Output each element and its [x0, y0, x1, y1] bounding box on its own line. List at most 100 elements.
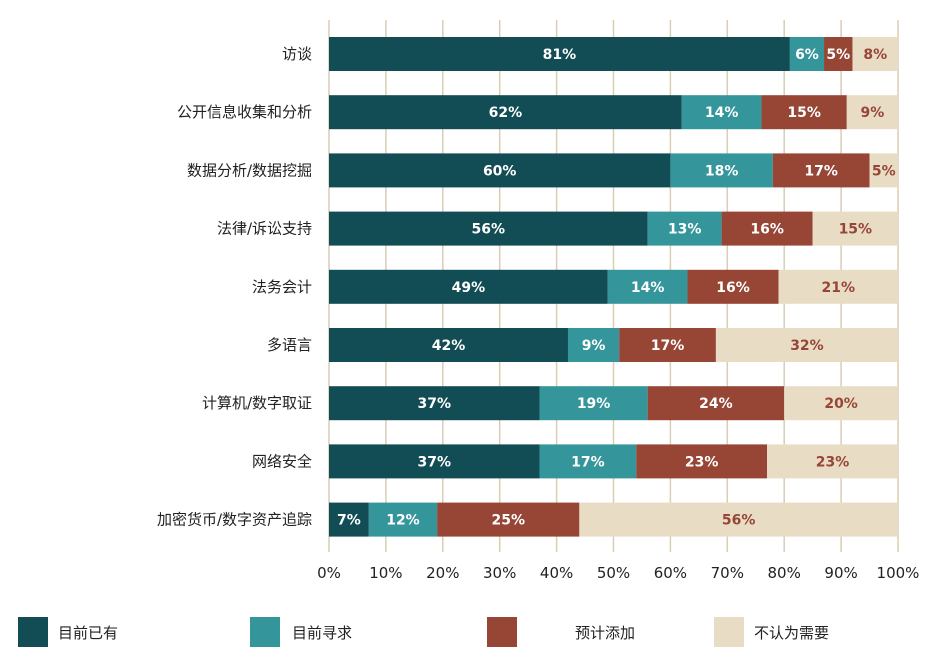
legend-label: 不认为需要 — [754, 624, 829, 642]
x-tick-label: 40% — [540, 564, 573, 582]
data-label: 14% — [705, 105, 739, 121]
bar-segment — [329, 95, 682, 130]
legend-swatch — [18, 617, 48, 647]
bar-segment — [636, 444, 768, 479]
bar-segment — [721, 211, 813, 246]
x-tick-label: 50% — [597, 564, 630, 582]
data-label: 17% — [804, 163, 838, 179]
data-label: 17% — [651, 338, 685, 354]
bar-segment — [539, 444, 637, 479]
bar-segment — [824, 37, 853, 71]
legend-label: 预计添加 — [575, 624, 635, 642]
data-label: 32% — [790, 338, 824, 354]
bar-segment — [619, 328, 716, 362]
data-label: 9% — [582, 338, 606, 354]
data-label: 42% — [432, 338, 466, 354]
bar-segment — [852, 37, 898, 71]
data-label: 17% — [571, 454, 605, 470]
data-label: 5% — [872, 163, 896, 179]
legend-swatch — [487, 617, 517, 647]
bar-segment — [681, 95, 762, 130]
x-tick-label: 80% — [768, 564, 801, 582]
bar-segment — [670, 153, 773, 188]
data-label: 9% — [861, 105, 885, 121]
data-label: 23% — [816, 454, 850, 470]
data-label: 24% — [699, 396, 733, 412]
data-label: 7% — [337, 513, 361, 529]
data-label: 62% — [489, 105, 523, 121]
bar-segment — [567, 328, 620, 362]
bar-segment — [329, 211, 648, 246]
data-label: 37% — [418, 454, 452, 470]
bar-segment — [784, 386, 898, 421]
category-label: 数据分析/数据挖掘 — [187, 161, 312, 179]
data-label: 12% — [386, 513, 420, 529]
x-tick-label: 60% — [654, 564, 687, 582]
data-label: 19% — [577, 396, 611, 412]
data-label: 15% — [787, 105, 821, 121]
bar-segment — [539, 386, 648, 421]
category-label: 计算机/数字取证 — [202, 394, 312, 412]
x-tick-label: 10% — [369, 564, 402, 582]
bar-segment — [329, 153, 671, 188]
bar-segment — [869, 153, 898, 188]
bar-segment — [329, 386, 540, 421]
x-tick-label: 90% — [824, 564, 857, 582]
data-label: 13% — [668, 222, 702, 238]
data-label: 15% — [839, 222, 873, 238]
data-label: 23% — [685, 454, 719, 470]
category-label: 加密货币/数字资产追踪 — [157, 511, 312, 529]
bar-segment — [778, 269, 898, 304]
bar-segment — [329, 37, 790, 71]
category-labels: 访谈公开信息收集和分析数据分析/数据挖掘法律/诉讼支持法务会计多语言计算机/数字… — [157, 45, 312, 529]
x-tick-label: 100% — [877, 564, 920, 582]
x-axis-ticks: 0% 10% 20% 30% 40% 50% 60% 70% 80% 90% 100% — [317, 564, 919, 582]
category-label: 多语言 — [267, 336, 312, 354]
bar-segment — [687, 269, 779, 304]
x-tick-label: 70% — [711, 564, 744, 582]
data-label: 60% — [483, 163, 517, 179]
bar-segment — [607, 269, 688, 304]
bar-segment — [647, 211, 722, 246]
x-tick-label: 30% — [483, 564, 516, 582]
bar-segment — [368, 502, 438, 537]
data-label: 14% — [631, 280, 665, 296]
bar-segment — [789, 37, 825, 71]
data-label: 20% — [824, 396, 858, 412]
data-label: 37% — [418, 396, 452, 412]
data-label: 5% — [826, 47, 850, 63]
data-label: 56% — [472, 222, 506, 238]
data-label: 25% — [491, 513, 525, 529]
bar-segment — [846, 95, 898, 130]
legend: 目前已有 目前寻求 预计添加 不认为需要 — [18, 617, 829, 647]
data-label: 16% — [750, 222, 784, 238]
bar-segment — [767, 444, 898, 479]
data-label: 81% — [543, 47, 577, 63]
category-label: 公开信息收集和分析 — [177, 103, 312, 121]
data-label: 16% — [716, 280, 750, 296]
data-label: 21% — [821, 280, 855, 296]
category-label: 法律/诉讼支持 — [217, 220, 312, 238]
bar-segment — [715, 328, 898, 362]
legend-label: 目前寻求 — [292, 624, 352, 642]
bar-segment — [329, 269, 608, 304]
bar-segment — [772, 153, 870, 188]
bars: 81% 6% 5% 8% 62% 14% 15% 9% 60% 18% 17% 5% 56% 13% 16%… — [329, 37, 898, 537]
data-label: 49% — [452, 280, 486, 296]
legend-swatch — [250, 617, 280, 647]
data-label: 56% — [722, 513, 756, 529]
bar-segment — [579, 502, 898, 537]
bar-segment — [812, 211, 898, 246]
x-tick-label: 20% — [426, 564, 459, 582]
bar-segment — [761, 95, 847, 130]
x-tick-label: 0% — [317, 564, 341, 582]
data-label: 18% — [705, 163, 739, 179]
bar-segment — [329, 444, 540, 479]
bar-segment — [647, 386, 785, 421]
legend-swatch — [714, 617, 744, 647]
bar-segment — [329, 328, 568, 362]
data-label: 8% — [863, 47, 887, 63]
category-label: 法务会计 — [252, 278, 312, 296]
legend-label: 目前已有 — [58, 624, 118, 642]
